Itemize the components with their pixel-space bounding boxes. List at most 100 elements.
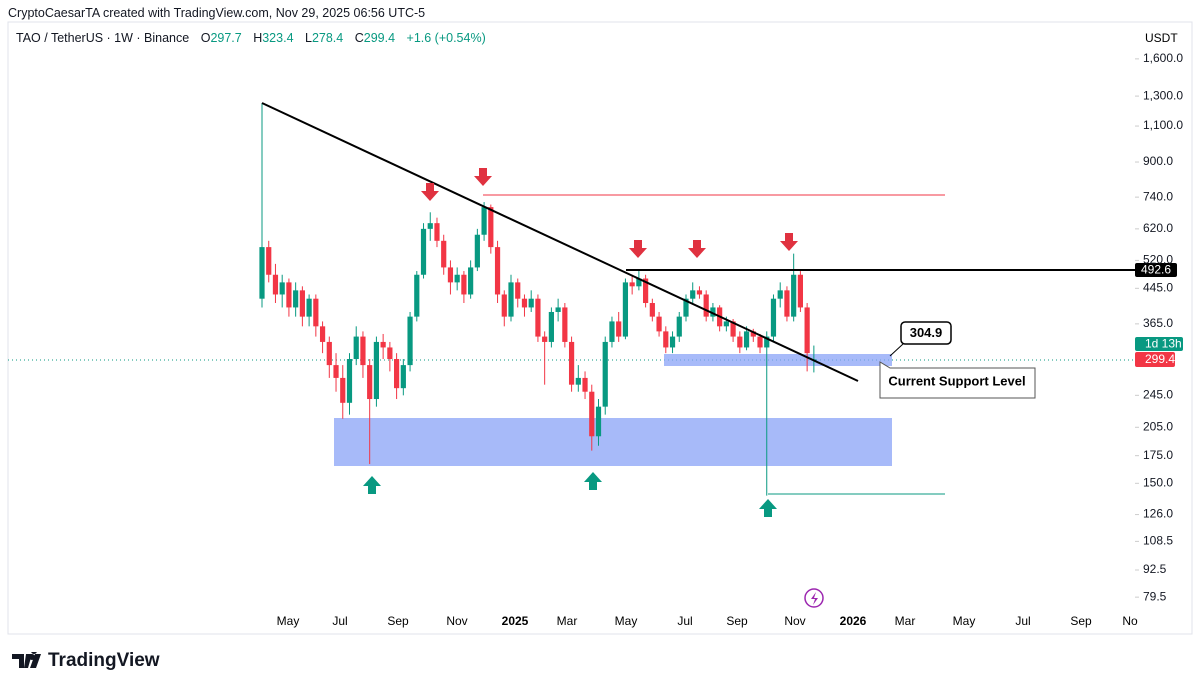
- candle-body: [461, 274, 467, 295]
- candle-body: [548, 311, 554, 342]
- candle-body: [589, 391, 595, 437]
- y-tick-label: 900.0: [1143, 154, 1173, 168]
- candle-body: [602, 341, 608, 407]
- candle-body: [669, 336, 676, 348]
- ohlc-label: L: [305, 31, 312, 45]
- x-tick-label: Sep: [1070, 614, 1092, 628]
- arrow: [688, 240, 706, 258]
- x-tick-label: Nov: [446, 614, 467, 628]
- candle-body: [777, 290, 783, 299]
- arrow: [363, 476, 381, 494]
- frame: [7, 21, 1193, 635]
- ohlc-value: 278.4: [311, 31, 344, 45]
- y-tick-label: 1,100.0: [1143, 118, 1183, 132]
- arrow: [780, 233, 798, 251]
- candle-body: [353, 336, 359, 360]
- candle-body: [562, 307, 568, 342]
- candle-body: [360, 336, 366, 366]
- trendline: [261, 102, 859, 382]
- x-tick-label: No: [1122, 614, 1138, 628]
- candle-body: [750, 331, 756, 337]
- candle-body: [501, 294, 507, 317]
- candle-body: [299, 290, 305, 317]
- y-tick-label: 126.0: [1143, 507, 1173, 521]
- candle-body: [743, 331, 750, 348]
- x-tick-label: Mar: [895, 614, 916, 628]
- y-tick-label: 175.0: [1143, 448, 1173, 462]
- candle-body: [326, 341, 332, 366]
- candle-body: [629, 282, 635, 287]
- candle-body: [696, 290, 703, 295]
- candle-body: [441, 240, 447, 268]
- candle-body: [420, 228, 427, 275]
- y-tick-label: 205.0: [1143, 419, 1173, 433]
- candle-body: [266, 247, 272, 275]
- y-tick-label: 108.5: [1143, 534, 1173, 548]
- y-tick-label: 740.0: [1143, 189, 1173, 203]
- candle-body: [380, 341, 386, 348]
- y-tick-label: 245.0: [1143, 388, 1173, 402]
- ohlc-label: O: [200, 31, 211, 45]
- price-tag: [1135, 352, 1175, 367]
- support-label: Current Support Level: [888, 373, 1025, 388]
- candle-body: [730, 321, 736, 337]
- candle-body: [723, 321, 729, 327]
- arrow: [629, 240, 647, 258]
- candle-body: [575, 377, 581, 385]
- candle-body: [737, 336, 743, 348]
- candle-body: [582, 377, 588, 392]
- candle-body: [784, 290, 790, 317]
- candle-body: [447, 267, 454, 283]
- last-price: 299.4: [1145, 352, 1175, 366]
- callout-box: [900, 321, 952, 345]
- y-tick-label: 620.0: [1143, 221, 1173, 235]
- candle-body: [636, 278, 642, 287]
- candle-body: [568, 341, 575, 385]
- countdown: 1d 13h: [1145, 337, 1182, 351]
- candle-body: [643, 278, 649, 304]
- price-tag: [1135, 263, 1177, 277]
- candle-body: [622, 282, 629, 337]
- ohlc-value: 297.7: [210, 31, 242, 45]
- candle-body: [542, 336, 548, 342]
- candle-body: [468, 267, 474, 295]
- candle-body: [791, 274, 797, 317]
- candle-body: [616, 321, 622, 337]
- candle-body: [804, 307, 810, 354]
- candle-body: [703, 294, 709, 317]
- candle-body: [454, 274, 460, 283]
- candles: [259, 103, 817, 496]
- candle-body: [595, 406, 602, 437]
- candle-body: [333, 365, 339, 378]
- candle-body: [387, 347, 393, 360]
- candle-body: [710, 307, 716, 317]
- candle-body: [414, 274, 420, 317]
- candle-body: [488, 207, 494, 248]
- candle-body: [286, 282, 292, 308]
- candle-body: [528, 298, 534, 308]
- y-tick-label: 445.0: [1143, 280, 1173, 294]
- candle-body: [427, 223, 433, 229]
- price-tag-text: 492.6: [1141, 263, 1171, 277]
- change: +1.6 (+0.54%): [406, 31, 486, 45]
- candle-body: [494, 247, 501, 295]
- candle-body: [481, 207, 487, 235]
- symbol: TAO / TetherUS · 1W · Binance: [16, 31, 190, 45]
- callout-text: 304.9: [910, 325, 943, 340]
- candle-body: [293, 290, 299, 308]
- x-tick-label: 2026: [840, 614, 867, 628]
- candle-body: [434, 223, 440, 241]
- axis-unit: USDT: [1145, 31, 1178, 45]
- candle-body: [764, 336, 770, 348]
- candle-body: [797, 274, 803, 308]
- candle-body: [535, 298, 541, 337]
- footer: TradingView: [12, 650, 160, 672]
- x-tick-label: Sep: [726, 614, 748, 628]
- candle-body: [515, 282, 521, 299]
- arrow: [759, 499, 777, 517]
- countdown-tag: [1135, 337, 1183, 351]
- candle-body: [770, 298, 777, 337]
- candle-body: [555, 307, 561, 312]
- candle-body: [609, 321, 615, 342]
- logo-text: TradingView: [48, 650, 160, 671]
